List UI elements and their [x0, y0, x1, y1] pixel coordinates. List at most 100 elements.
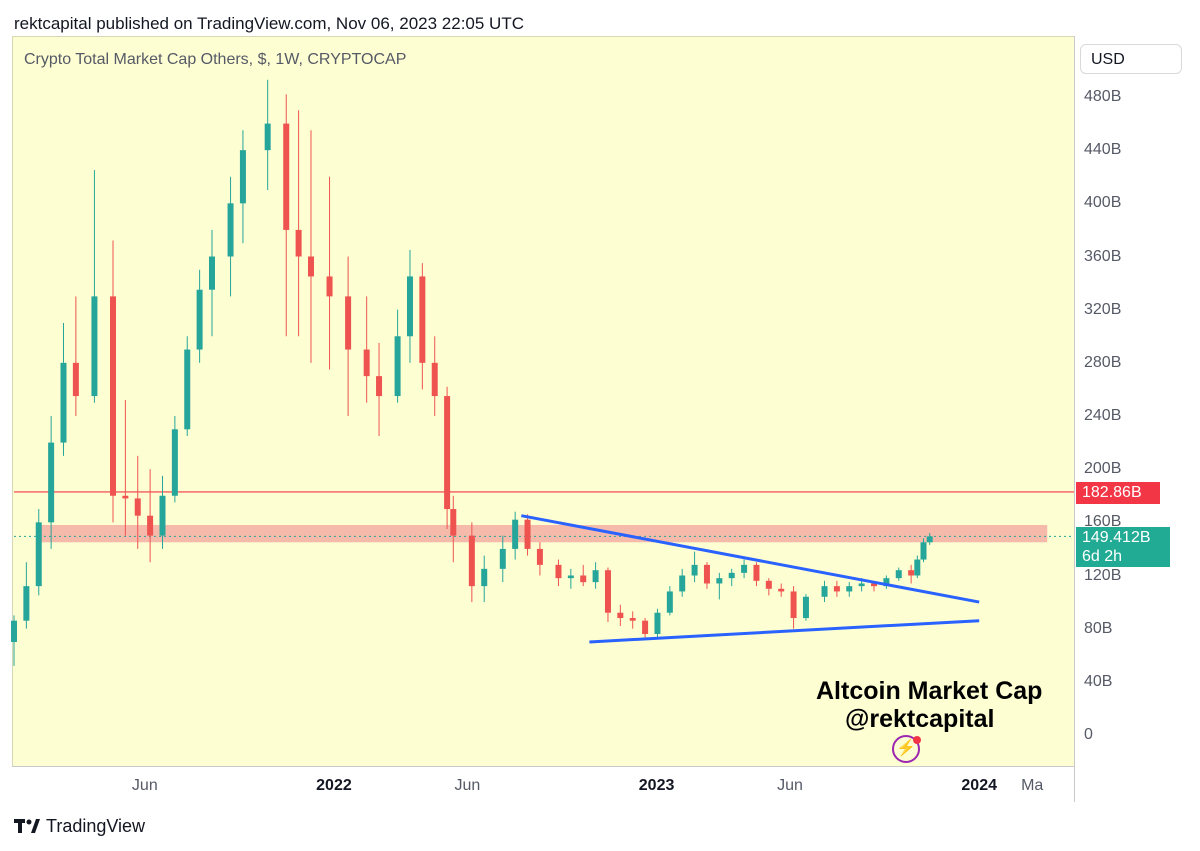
- candle-body: [883, 578, 890, 587]
- candle-body: [406, 276, 413, 337]
- candle-body: [512, 519, 519, 549]
- candle-body: [858, 583, 865, 587]
- price-tick-label: 200B: [1084, 460, 1122, 478]
- price-tick-label: 120B: [1084, 566, 1122, 584]
- price-tick-label: 480B: [1084, 88, 1122, 105]
- last-price-value: 149.412B: [1082, 529, 1151, 546]
- candle-body: [376, 376, 383, 397]
- candle-body: [926, 536, 933, 543]
- time-tick-label: 2024: [961, 777, 997, 794]
- currency-button[interactable]: USD: [1080, 44, 1182, 74]
- candle-body: [691, 564, 698, 576]
- notification-dot: [913, 736, 921, 744]
- candle-body: [345, 296, 352, 350]
- candle-body: [11, 620, 17, 642]
- candle-body: [524, 519, 531, 549]
- candle-body: [741, 564, 748, 573]
- annotation-title: Altcoin Market Cap: [816, 677, 1043, 705]
- candle-body: [895, 570, 902, 579]
- price-tick-label: 80B: [1084, 619, 1113, 637]
- candle-body: [567, 575, 574, 579]
- candle-body: [908, 570, 915, 576]
- candle-body: [536, 548, 543, 565]
- candle-body: [778, 588, 785, 592]
- level-price-badge: 182.86B: [1076, 482, 1160, 504]
- price-tick-label: 360B: [1084, 247, 1122, 265]
- candle-body: [450, 509, 457, 536]
- chart-title: Crypto Total Market Cap Others, $, 1W, C…: [24, 51, 407, 68]
- price-tick-label: 40B: [1084, 672, 1113, 690]
- candle-body: [159, 495, 166, 536]
- candle-body: [821, 586, 828, 597]
- trendline-ascending: [589, 619, 980, 644]
- last-price-badge: 149.412B 6d 2h: [1076, 527, 1170, 567]
- time-tick-label: Jun: [131, 777, 158, 794]
- candle-body: [326, 276, 333, 297]
- candle-body: [833, 586, 840, 592]
- candle-body: [765, 580, 772, 589]
- candle-body: [184, 349, 191, 430]
- footer: TradingView: [14, 816, 145, 837]
- candle-body: [592, 570, 599, 583]
- candle-body: [134, 498, 141, 516]
- candle-body: [444, 396, 451, 510]
- time-axis[interactable]: [12, 766, 1074, 803]
- candle-body: [617, 612, 624, 619]
- time-tick-label: 2022: [316, 777, 352, 794]
- time-tick-label: Jun: [454, 777, 481, 794]
- candle-body: [679, 575, 686, 592]
- candle-body: [72, 362, 79, 397]
- candle-body: [208, 256, 215, 290]
- price-tick-label: 440B: [1084, 141, 1122, 159]
- annotation-handle: @rektcapital: [845, 705, 995, 733]
- price-tick-label: 280B: [1084, 353, 1122, 371]
- price-tick-label: 320B: [1084, 300, 1122, 318]
- resistance-zone: [38, 524, 1048, 543]
- candle-body: [363, 349, 370, 377]
- candle-body: [481, 568, 488, 587]
- candle-body: [654, 612, 661, 634]
- candle-body: [716, 578, 723, 584]
- candle-body: [604, 570, 611, 613]
- time-tick-label: Jun: [777, 777, 803, 794]
- candle-body: [419, 276, 426, 363]
- candle-body: [196, 289, 203, 350]
- price-tick-label: 160B: [1084, 513, 1122, 531]
- time-tick-label: Ma: [1021, 777, 1044, 794]
- candle-body: [753, 564, 760, 581]
- candle-body: [147, 515, 154, 536]
- candle-body: [914, 559, 921, 576]
- candle-body: [307, 256, 314, 277]
- candle-body: [295, 229, 302, 257]
- candle-body: [703, 564, 710, 584]
- candle-body: [468, 535, 475, 587]
- candle-body: [227, 203, 234, 257]
- candle-body: [264, 123, 271, 151]
- tradingview-logo-icon: [14, 818, 40, 833]
- candle-body: [499, 548, 506, 569]
- lightning-boost-icon[interactable]: ⚡: [892, 735, 920, 763]
- candle-body: [802, 596, 809, 619]
- candle-body: [239, 150, 246, 204]
- candle-body: [60, 362, 67, 443]
- candle-body: [580, 575, 587, 583]
- candle-body: [109, 296, 116, 496]
- candle-body: [394, 336, 401, 397]
- candle-body: [171, 429, 178, 496]
- candle-body: [728, 572, 735, 579]
- candle-body: [122, 495, 129, 499]
- price-tick-label: 240B: [1084, 407, 1122, 424]
- candle-body: [629, 618, 636, 621]
- candle-body: [666, 591, 673, 613]
- candle-body: [555, 564, 562, 579]
- price-tick-label: 400B: [1084, 194, 1122, 212]
- publish-header: rektcapital published on TradingView.com…: [14, 14, 524, 33]
- trendline-descending: [521, 514, 980, 604]
- candle-body: [35, 522, 42, 587]
- footer-brand: TradingView: [46, 816, 146, 836]
- candle-body: [23, 586, 30, 621]
- price-tick-label: 0: [1084, 726, 1093, 743]
- price-axis[interactable]: [1074, 36, 1197, 802]
- bar-countdown: 6d 2h: [1082, 548, 1123, 565]
